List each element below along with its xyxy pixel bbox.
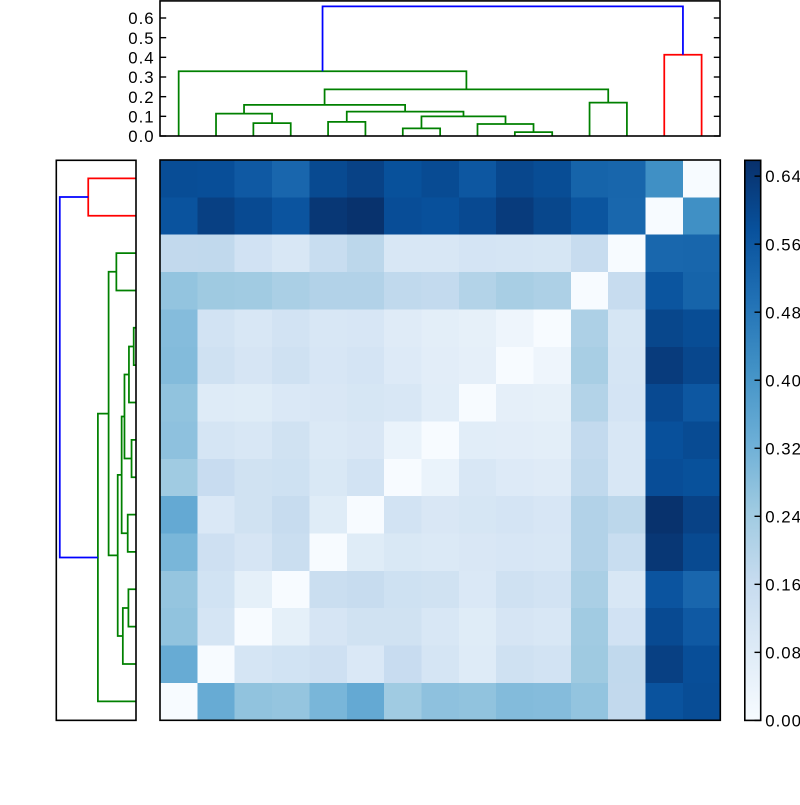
svg-text:0.16: 0.16 — [765, 575, 800, 594]
svg-text:0.1: 0.1 — [128, 107, 154, 126]
svg-text:0.24: 0.24 — [765, 507, 800, 526]
svg-text:0.08: 0.08 — [765, 643, 800, 662]
svg-text:0.2: 0.2 — [128, 88, 154, 107]
svg-text:0.3: 0.3 — [128, 68, 154, 87]
svg-text:0.5: 0.5 — [128, 29, 154, 48]
svg-text:0.40: 0.40 — [765, 371, 800, 390]
svg-text:0.32: 0.32 — [765, 439, 800, 458]
svg-text:0.48: 0.48 — [765, 303, 800, 322]
svg-text:0.4: 0.4 — [128, 48, 154, 67]
svg-text:0.00: 0.00 — [765, 712, 800, 731]
svg-text:0.6: 0.6 — [128, 9, 154, 28]
svg-text:0.64: 0.64 — [765, 167, 800, 186]
svg-text:0.56: 0.56 — [765, 235, 800, 254]
svg-text:0.0: 0.0 — [128, 127, 154, 146]
